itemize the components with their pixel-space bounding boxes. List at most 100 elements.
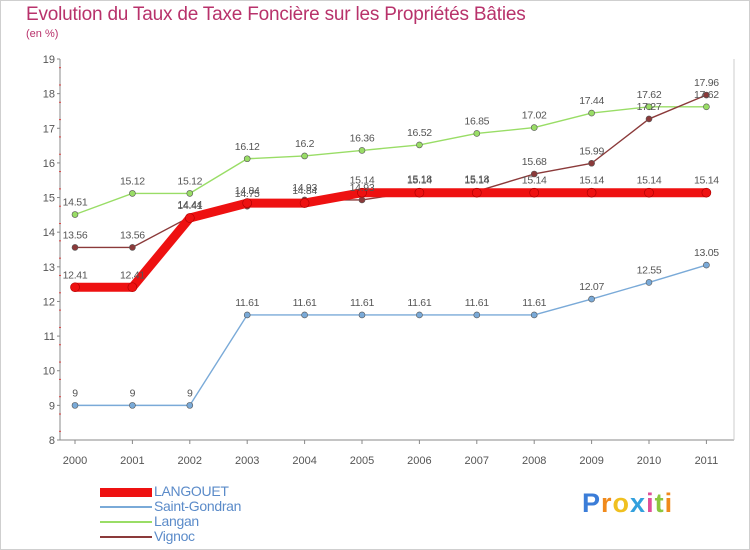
- x-tick-label: 2008: [522, 455, 546, 467]
- data-point: [530, 124, 538, 131]
- data-label: 12.07: [579, 281, 604, 293]
- data-point: [71, 402, 79, 409]
- data-label: 17.62: [694, 89, 719, 101]
- data-point: [71, 244, 79, 251]
- data-point: [645, 103, 653, 111]
- data-point: [588, 159, 595, 167]
- data-label: 17.44: [579, 95, 604, 107]
- data-point: [301, 311, 308, 319]
- y-tick-label: 9: [49, 400, 55, 412]
- legend-label: Vignoc: [154, 528, 195, 544]
- data-label: 15.14: [637, 175, 662, 187]
- data-label: 15.14: [522, 175, 547, 187]
- legend-swatch: [100, 506, 152, 508]
- data-label: 15.14: [694, 175, 719, 187]
- data-label: 14.44: [177, 199, 202, 211]
- data-point: [645, 279, 653, 286]
- data-point: [301, 152, 308, 160]
- data-label: 14.41: [177, 200, 202, 212]
- logo-letter: i: [646, 488, 655, 518]
- logo-letter: o: [612, 488, 631, 518]
- x-tick-label: 2001: [120, 455, 144, 467]
- data-label: 15.12: [120, 175, 145, 187]
- data-label: 16.2: [295, 138, 315, 150]
- x-tick-label: 2011: [695, 455, 719, 467]
- data-point: [644, 187, 654, 198]
- y-tick-label: 14: [43, 227, 55, 239]
- data-point: [586, 187, 597, 198]
- data-label: 15.14: [464, 175, 489, 187]
- logo-letter: x: [630, 488, 647, 518]
- series-saint-gondran: [71, 261, 710, 409]
- data-point: [471, 187, 482, 198]
- series-langan: [71, 103, 710, 218]
- data-label: 16.85: [464, 115, 489, 127]
- data-point: [358, 196, 366, 204]
- data-point: [416, 311, 423, 319]
- data-point: [70, 282, 80, 293]
- data-point: [129, 244, 136, 251]
- data-point: [703, 103, 710, 111]
- data-point: [71, 211, 79, 218]
- logo-letter: r: [601, 488, 613, 518]
- series-line: [70, 188, 711, 292]
- legend-label: Langan: [154, 513, 199, 529]
- y-tick-label: 11: [44, 331, 55, 343]
- x-tick-label: 2002: [178, 455, 202, 467]
- data-label: 11.61: [522, 297, 546, 309]
- chart-subtitle: (en %): [26, 28, 59, 40]
- data-label: 15.18: [407, 173, 432, 185]
- legend-swatch: [100, 536, 152, 538]
- x-tick-label: 2004: [292, 455, 316, 467]
- data-point: [129, 190, 136, 197]
- data-point: [416, 141, 423, 149]
- data-point: [530, 170, 538, 178]
- series-vignoc: [71, 91, 710, 251]
- series-line: [74, 264, 708, 407]
- y-tick-label: 12: [43, 296, 55, 308]
- data-point: [186, 190, 194, 197]
- data-label: 16.52: [407, 127, 432, 139]
- series-langouet: [70, 187, 712, 293]
- proxiti-logo: Proxiti: [582, 488, 673, 519]
- data-label: 15.14: [407, 175, 432, 187]
- y-tick-label: 13: [43, 262, 55, 274]
- y-tick-label: 16: [43, 158, 55, 170]
- x-tick-label: 2006: [407, 455, 431, 467]
- data-label: 16.36: [350, 132, 375, 144]
- y-tick-label: 8: [49, 435, 55, 447]
- data-label: 13.05: [694, 247, 719, 259]
- data-label: 9: [130, 387, 136, 399]
- data-label: 11.61: [350, 297, 374, 309]
- data-point: [358, 147, 366, 154]
- data-point: [645, 115, 653, 123]
- data-point: [529, 187, 540, 198]
- logo-letter: t: [654, 488, 665, 518]
- data-point: [473, 311, 481, 319]
- data-point: [588, 295, 595, 303]
- series-line: [74, 94, 708, 249]
- data-point: [357, 187, 367, 198]
- data-label: 12.55: [637, 264, 662, 276]
- data-point: [703, 91, 710, 99]
- data-label: 17.96: [694, 77, 719, 89]
- data-label: 11.61: [465, 297, 489, 309]
- data-label: 17.02: [522, 110, 547, 122]
- legend-swatch: [100, 487, 152, 497]
- data-point: [129, 402, 136, 409]
- data-point: [473, 130, 481, 137]
- data-label: 14.51: [63, 197, 88, 209]
- logo-letter: i: [664, 488, 674, 518]
- logo-letter: P: [582, 488, 602, 518]
- data-point: [358, 311, 366, 319]
- data-label: 15.12: [177, 175, 202, 187]
- x-tick-label: 2009: [579, 455, 603, 467]
- data-point: [588, 109, 595, 117]
- data-point: [243, 311, 251, 319]
- data-label: 11.61: [407, 297, 431, 309]
- y-tick-label: 15: [43, 193, 55, 205]
- data-point: [530, 311, 538, 319]
- x-tick-label: 2000: [63, 455, 87, 467]
- data-label: 17.62: [637, 89, 662, 101]
- y-tick-label: 10: [43, 366, 55, 378]
